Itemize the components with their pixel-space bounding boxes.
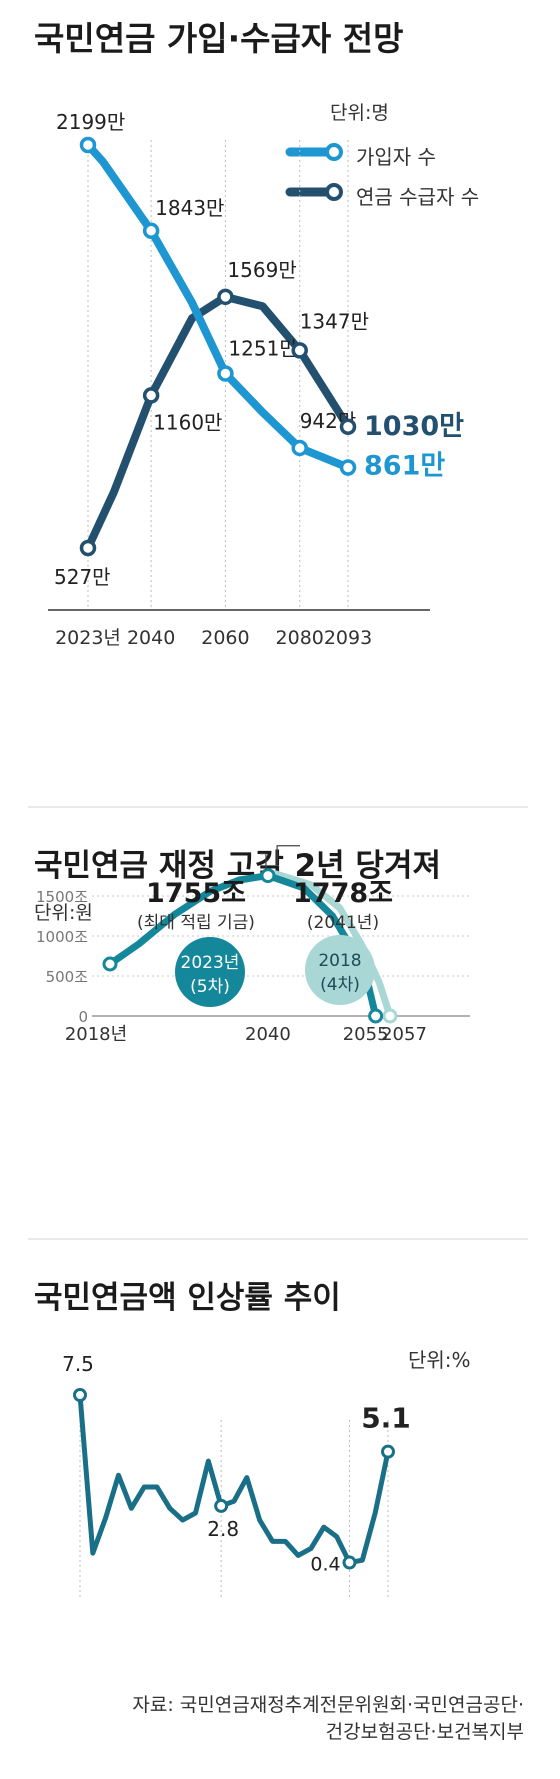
legend-label-recipients: 연금 수급자 수 [356,185,480,209]
chart2-series-line-0 [271,870,394,1020]
chart1-point-1-2093 [339,418,357,436]
chart3-data-label-2023: 5.1 [361,1402,411,1435]
chart2-badge-4th-line-1: 2018 [318,951,361,971]
chart2-badge-5th-line-1: 2023년 [181,953,240,973]
chart1-series-line-0 [84,141,352,472]
chart1-data-label-1-2040: 1160만 [153,410,222,434]
chart3-point-2023 [381,1444,395,1459]
chart1-point-1-2040 [142,387,160,404]
chart3-data-label-2020: 0.4 [310,1554,340,1576]
divider-1 [28,806,528,808]
chart1-x-tick-2080: 2080 [276,627,324,649]
chart2-x-tick-2055: 2055 [343,1024,389,1045]
chart3-point-2020 [342,1555,357,1570]
chart2-y-tick-500: 500조 [46,968,89,986]
chart1-x-tick-2040: 2040 [127,627,175,649]
chart2-badge-5th-line-2: (5차) [190,977,230,997]
chart1-point-0-2093 [339,459,357,476]
chart1-title: 국민연금 가입·수급자 전망 [34,19,404,58]
divider-2 [28,1238,528,1240]
chart1-point-0-2040 [142,222,160,240]
chart2-end-point-1-2018 [102,956,118,972]
chart3-data-label-1999: 7.5 [62,1352,94,1376]
chart3-plot: 1999년2010202020237.52.80.45.1 [62,1352,411,1600]
chart3-title: 국민연금액 인상률 추이 [34,1280,341,1316]
chart2-badge-4th-circle [305,935,375,1005]
legend-dot-members [325,143,343,161]
legend-dot-recipients [325,183,343,201]
chart1-point-0-2060 [217,365,234,382]
chart2-peak-point-5th [260,868,276,884]
chart3-point-2010 [214,1498,229,1513]
panel-raise-rate: 국민연금액 인상률 추이 단위:% 1999년2010202020237.52.… [0,1270,560,1600]
chart1-point-1-2060 [217,288,234,306]
source-line-2: 건강보험공단·보건복지부 [325,1721,524,1743]
chart1-point-0-2023 [79,136,97,154]
chart1-data-label-0-2093: 861만 [364,450,445,481]
chart1-point-1-2080 [291,342,308,359]
chart2-peak-value-4th: 1778조 [293,878,393,909]
chart1-data-label-1-2060: 1569만 [227,258,296,282]
panel-fund-depletion: 국민연금 재정 고갈 2년 당겨져 단위:원 0 500조 1000조 1500조 20… [0,840,560,1220]
chart2-peak-leader-4th [276,845,300,866]
chart2-x-tick-2057: 2057 [381,1024,427,1045]
chart2-peak-leader-5th [260,853,267,870]
legend-label-members: 가입자 수 [356,145,436,169]
chart2-peak-note-4th: (2041년) [307,913,379,933]
chart2-x-tick-2040: 2040 [245,1024,291,1045]
chart1-data-label-0-2060: 1251만 [228,336,297,360]
chart3-data-label-2010: 2.8 [207,1517,239,1541]
chart3-series-line [77,1392,391,1566]
chart2-badge-4th-line-2: (4차) [320,975,360,995]
panel-members-forecast: 국민연금 가입·수급자 전망 단위:명 가입자 수 연금 수급자 수 2023년… [0,0,560,720]
chart2-y-tick-1500: 1500조 [36,888,88,906]
chart1-data-label-1-2093: 1030만 [364,411,464,442]
chart1-series-line-1 [84,292,352,552]
chart1-data-label-0-2040: 1843만 [155,196,224,220]
legend-markers [285,143,343,201]
chart2-x-tick-2018: 2018년 [65,1024,127,1045]
source-note: 자료: 국민연금재정추계전문위원회·국민연금공단· 건강보험공단·보건복지부 [132,1692,524,1746]
chart2-peak-value-5th: 1755조 [146,878,246,909]
chart2-y-tick-0: 0 [78,1008,88,1026]
chart3-unit: 단위:% [408,1348,471,1372]
chart2-peak-note-5th: (최대 적립 기금) [137,913,255,933]
chart1-data-label-1-2023: 527만 [54,565,111,589]
chart1-plot: 2023년 2040 2060 2080 20932199만1843만1251만942만… [48,110,464,649]
chart2-y-tick-1000: 1000조 [36,928,88,946]
chart3-point-1999 [73,1388,87,1402]
chart2-unit: 단위:원 [34,902,93,924]
chart1-data-label-0-2023: 2199만 [56,110,125,134]
source-line-1: 자료: 국민연금재정추계전문위원회·국민연금공단· [132,1694,524,1716]
chart1-point-1-2023 [79,539,97,557]
chart1-unit: 단위:명 [330,102,389,124]
chart1-x-tick-2060: 2060 [201,627,249,649]
chart1-point-0-2080 [291,439,308,457]
chart2-end-point-1-2055 [368,1008,384,1024]
chart2-badge-5th-circle [175,937,245,1007]
chart1-x-tick-2023: 2023년 [55,627,121,649]
chart1-data-label-1-2080: 1347만 [300,309,369,333]
chart2-end-point-0-2057 [382,1008,398,1024]
chart1-x-tick-2093: 2093 [324,627,372,649]
